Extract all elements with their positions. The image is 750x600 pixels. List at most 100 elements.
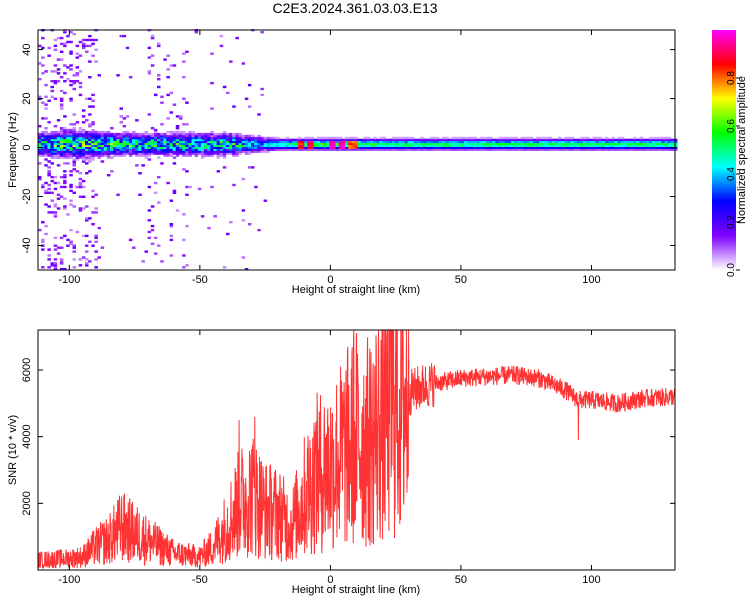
spectrogram-cell bbox=[66, 162, 70, 165]
spectrogram-cell bbox=[53, 136, 58, 140]
spectrogram-cell bbox=[241, 62, 246, 65]
spectrogram-cell bbox=[53, 215, 58, 218]
spectrogram-cell bbox=[316, 138, 321, 142]
spectrogram-cell bbox=[75, 44, 80, 48]
spectrogram-cell bbox=[38, 228, 42, 232]
spectrogram-cell bbox=[432, 138, 437, 142]
spectrogram-cell bbox=[44, 224, 48, 228]
spectrogram-y-tick-label: -20 bbox=[21, 189, 33, 205]
spectrogram-cell bbox=[232, 142, 236, 146]
spectrogram-cell bbox=[75, 146, 80, 149]
spectrogram-cell bbox=[94, 140, 98, 144]
spectrogram-cell bbox=[420, 148, 424, 151]
spectrogram-cell bbox=[388, 146, 393, 149]
spectrogram-cell bbox=[526, 146, 531, 149]
spectrogram-cell bbox=[63, 234, 67, 238]
spectrogram-cell bbox=[655, 146, 659, 149]
spectrogram-cell bbox=[78, 264, 83, 267]
spectrogram-cell bbox=[652, 136, 656, 140]
spectrogram-cell bbox=[589, 138, 593, 142]
spectrogram-cell bbox=[210, 140, 214, 144]
spectrogram-cell bbox=[66, 152, 70, 155]
spectrogram-cell bbox=[47, 134, 51, 138]
spectrogram-cell bbox=[392, 142, 396, 146]
spectrogram-cell bbox=[147, 236, 152, 240]
spectrogram-cell bbox=[667, 136, 672, 140]
spectrogram-cell bbox=[523, 138, 528, 142]
spectrogram-cell bbox=[166, 134, 170, 138]
spectrogram-cell bbox=[150, 205, 155, 208]
spectrogram-cell bbox=[200, 132, 205, 136]
spectrogram-cell bbox=[511, 148, 515, 151]
spectrogram-cell bbox=[91, 244, 95, 247]
spectrogram-cell bbox=[63, 152, 67, 155]
spectrogram-cell bbox=[570, 148, 575, 151]
spectrogram-cell bbox=[232, 146, 236, 149]
spectrogram-cell bbox=[169, 130, 174, 134]
spectrogram-cell bbox=[473, 140, 477, 144]
spectrogram-cell bbox=[501, 142, 506, 146]
spectrogram-cell bbox=[420, 140, 424, 144]
spectrogram-cell bbox=[169, 224, 174, 228]
spectrogram-cell bbox=[78, 207, 83, 210]
spectrogram-cell bbox=[169, 223, 174, 226]
spectrogram-cell bbox=[63, 44, 67, 48]
spectrogram-cell bbox=[395, 144, 399, 147]
spectrogram-cell bbox=[97, 154, 101, 157]
spectrogram-cell bbox=[332, 138, 336, 142]
spectrogram-cell bbox=[53, 146, 58, 149]
spectrogram-cell bbox=[144, 140, 148, 144]
spectrogram-cell bbox=[135, 148, 139, 151]
spectrogram-cell bbox=[648, 138, 653, 142]
spectrogram-cell bbox=[85, 136, 89, 140]
spectrogram-cell bbox=[172, 134, 177, 138]
spectrogram-cell bbox=[316, 146, 321, 149]
spectrogram-cell bbox=[179, 144, 183, 147]
spectrogram-cell bbox=[119, 34, 123, 38]
spectrogram-cell bbox=[100, 154, 105, 157]
spectrogram-cell bbox=[263, 136, 268, 140]
spectrogram-cell bbox=[382, 138, 387, 142]
spectrogram-cell bbox=[91, 154, 95, 157]
spectrogram-cell bbox=[429, 148, 434, 151]
spectrogram-cell bbox=[200, 134, 205, 138]
spectrogram-cell bbox=[204, 140, 208, 144]
spectrogram-cell bbox=[273, 140, 277, 144]
spectrogram-cell bbox=[106, 174, 111, 177]
spectrogram-cell bbox=[435, 146, 440, 149]
spectrogram-cell bbox=[147, 185, 152, 189]
spectrogram-cell bbox=[467, 146, 471, 149]
spectrogram-cell bbox=[595, 142, 600, 146]
spectrogram-cell bbox=[69, 199, 73, 202]
spectrogram-cell bbox=[454, 138, 459, 142]
spectrogram-cell bbox=[191, 138, 195, 142]
spectrogram-cell bbox=[536, 138, 540, 142]
spectrogram-cell bbox=[573, 144, 578, 147]
spectrogram-cell bbox=[47, 152, 51, 155]
spectrogram-cell bbox=[81, 207, 86, 210]
spectrogram-cell bbox=[38, 95, 42, 98]
spectrogram-cell bbox=[141, 132, 145, 136]
spectrogram-cell bbox=[69, 174, 73, 177]
spectrogram-cell bbox=[85, 158, 89, 161]
spectrogram-cell bbox=[523, 140, 528, 144]
spectrogram-cell bbox=[316, 148, 321, 151]
spectrogram-cell bbox=[138, 132, 142, 136]
spectrogram-cell bbox=[166, 144, 170, 147]
spectrogram-cell bbox=[238, 134, 242, 138]
spectrogram-cell bbox=[213, 136, 217, 140]
spectrogram-cell bbox=[119, 138, 123, 142]
spectrogram-cell bbox=[72, 162, 76, 165]
spectrogram-cell bbox=[169, 138, 174, 142]
spectrogram-cell bbox=[103, 146, 108, 149]
spectrogram-cell bbox=[191, 142, 195, 146]
spectrogram-cell bbox=[88, 136, 92, 140]
spectrogram-cell bbox=[100, 150, 105, 153]
spectrogram-cell bbox=[533, 144, 537, 147]
spectrogram-cell bbox=[304, 138, 308, 142]
spectrogram-cell bbox=[169, 150, 174, 153]
spectrogram-cell bbox=[401, 148, 405, 151]
spectrogram-cell bbox=[116, 132, 120, 136]
spectrogram-cell bbox=[241, 177, 246, 181]
